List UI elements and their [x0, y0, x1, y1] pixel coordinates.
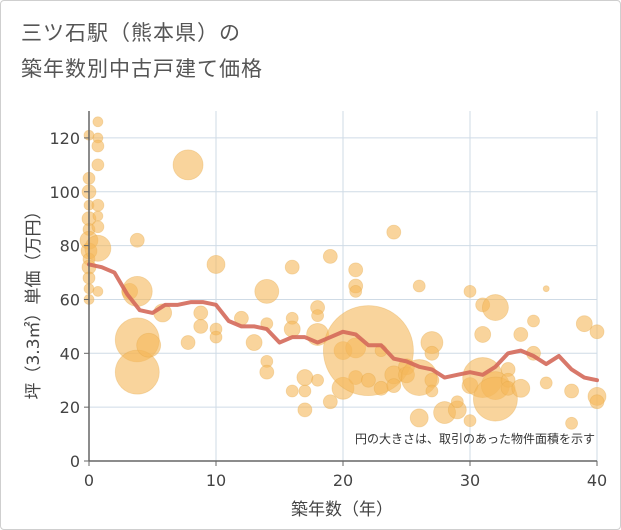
data-bubble: [172, 149, 204, 181]
y-tick-label: 60: [60, 290, 80, 309]
data-bubble: [259, 364, 275, 380]
y-tick-label: 80: [60, 237, 80, 256]
data-bubble: [193, 318, 209, 334]
data-bubble: [360, 372, 376, 388]
data-bubble: [245, 334, 263, 351]
data-bubble: [91, 158, 105, 172]
x-tick-label: 20: [333, 471, 353, 490]
grid-lines: [89, 111, 598, 461]
data-bubble: [254, 278, 280, 304]
bubble-series: [79, 116, 607, 430]
data-bubble: [564, 383, 579, 399]
y-tick-label: 100: [49, 183, 80, 202]
data-bubble: [92, 210, 104, 222]
data-bubble: [284, 259, 300, 275]
y-axis-label: 坪（3.3㎡）単価（万円）: [24, 202, 44, 399]
data-bubble: [348, 262, 364, 278]
y-tick-label: 40: [60, 344, 80, 363]
data-bubble: [373, 380, 389, 396]
average-price-line: [87, 262, 599, 383]
data-bubble: [386, 224, 402, 240]
data-bubble: [311, 309, 325, 323]
x-tick-label: 30: [460, 471, 480, 490]
data-bubble: [322, 394, 338, 410]
data-bubble: [298, 384, 312, 398]
data-bubble: [409, 408, 429, 428]
y-tick-label: 120: [49, 129, 80, 148]
data-bubble: [283, 320, 301, 338]
data-bubble: [412, 279, 426, 293]
data-bubble: [322, 248, 338, 264]
data-bubble: [92, 285, 104, 297]
data-bubble: [297, 402, 313, 418]
x-tick-label: 10: [206, 471, 226, 490]
data-bubble: [589, 394, 605, 410]
data-bubble: [311, 373, 325, 387]
data-bubble: [481, 294, 509, 321]
data-bubble: [386, 378, 402, 394]
data-bubble: [463, 414, 477, 428]
data-bubble: [206, 255, 226, 274]
data-bubble: [92, 116, 104, 128]
data-bubble: [129, 232, 145, 248]
data-bubble: [589, 324, 605, 340]
data-bubble: [511, 378, 531, 398]
data-bubble: [575, 315, 593, 333]
data-bubble: [539, 376, 553, 390]
y-tick-label: 0: [70, 452, 80, 471]
x-axis-label: 築年数（年）: [291, 500, 393, 520]
data-bubble: [91, 139, 105, 153]
chart-title-line-1: 三ツ石駅（熊本県）の: [21, 21, 241, 45]
data-bubble: [136, 332, 162, 358]
data-bubble: [425, 384, 439, 398]
data-bubble: [513, 327, 529, 342]
x-tick-label: 40: [587, 471, 607, 490]
data-bubble: [193, 305, 209, 321]
axes: 0 10 20 30 40 0 20 40 60 80 100 120: [49, 111, 607, 490]
data-bubble: [474, 326, 492, 343]
chart-title-line-2: 築年数別中古戸建て価格: [21, 57, 263, 81]
data-bubble: [542, 285, 550, 293]
data-bubble: [349, 284, 363, 298]
average-line-series: [87, 262, 599, 383]
data-bubble: [527, 314, 540, 328]
data-bubble: [424, 345, 440, 361]
data-bubble: [285, 384, 299, 398]
data-bubble: [91, 198, 105, 212]
bubble-size-note: 円の大きさは、取引のあった物件面積を示す: [355, 431, 595, 446]
data-bubble: [296, 369, 314, 386]
data-bubble: [84, 234, 112, 262]
data-bubble: [209, 330, 223, 344]
x-tick-label: 0: [84, 471, 94, 490]
data-bubble: [114, 349, 160, 395]
data-bubble: [180, 335, 196, 350]
data-bubble: [450, 395, 464, 409]
data-bubble: [565, 416, 578, 430]
data-bubble: [91, 220, 105, 234]
data-bubble: [463, 284, 477, 298]
y-tick-label: 20: [60, 398, 80, 417]
